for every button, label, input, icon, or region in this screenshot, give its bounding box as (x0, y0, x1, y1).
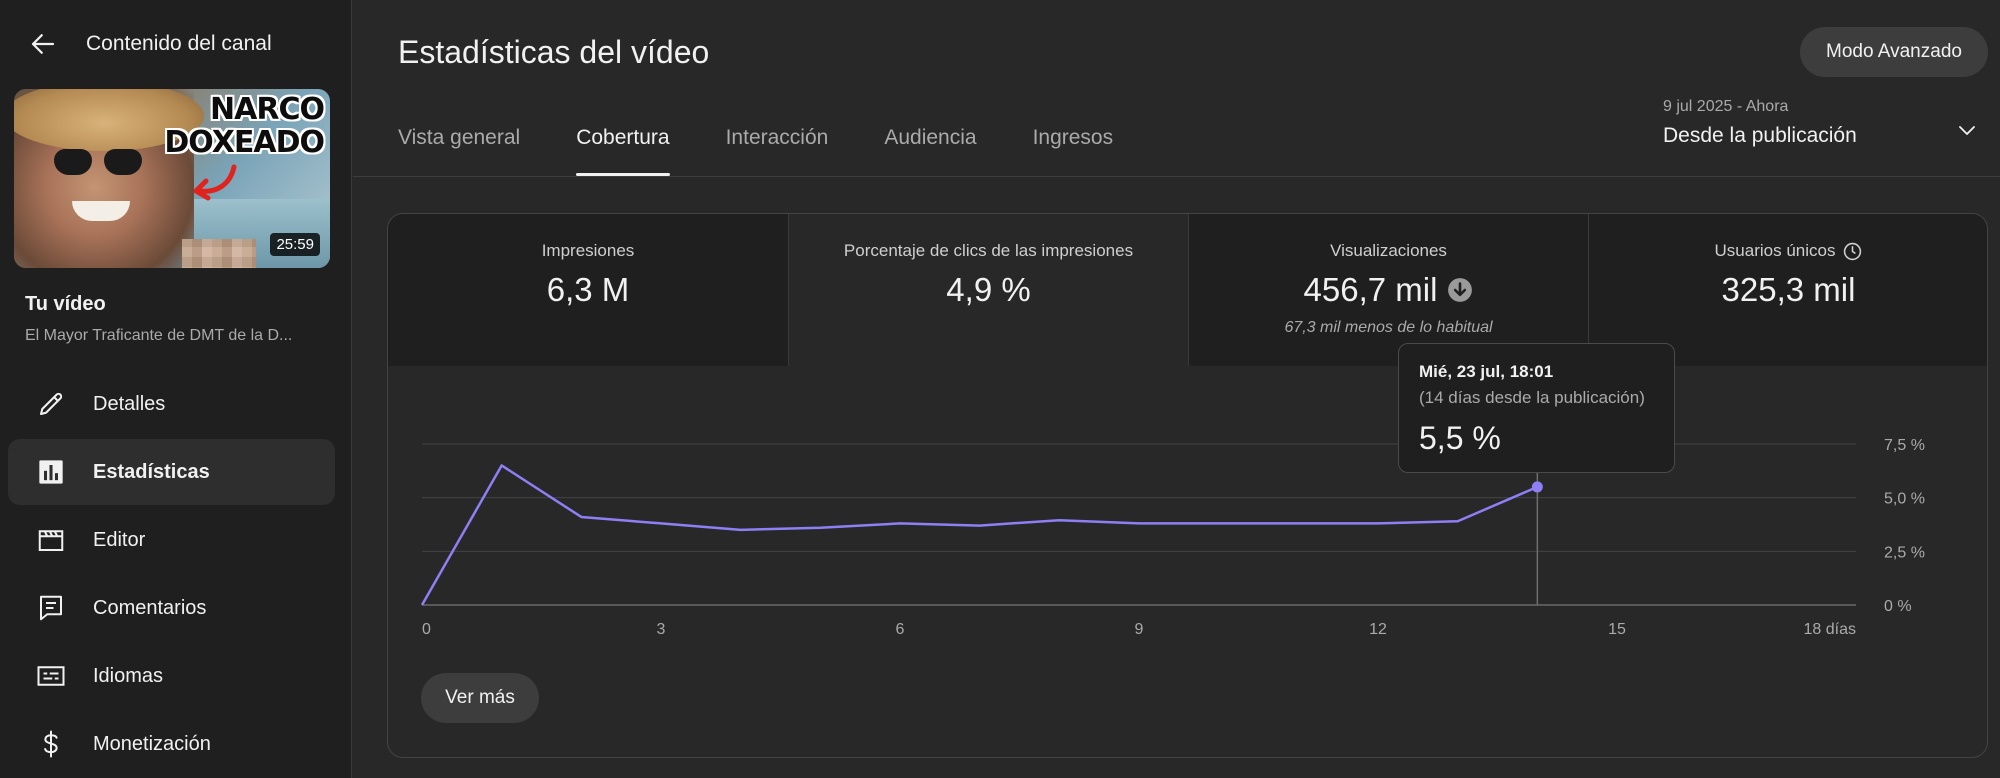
sidebar-item-monetization[interactable]: Monetización (8, 711, 335, 777)
channel-content-title: Contenido del canal (86, 32, 272, 55)
thumbnail-text-line2: DOXEADO (164, 125, 325, 160)
series-line-ctr (420, 464, 1538, 606)
metric-value: 4,9 % (946, 271, 1031, 308)
analytics-card: Impresiones 6,3 M Porcentaje de clics de… (387, 213, 1988, 758)
sidebar-header: Contenido del canal (0, 16, 352, 72)
metric-label: Visualizaciones (1330, 241, 1447, 260)
your-video-label: Tu vídeo (25, 293, 106, 315)
dollar-icon (43, 730, 58, 758)
tooltip-value: 5,5 % (1419, 420, 1501, 456)
y-tick-label: 7,5 % (1884, 437, 1925, 454)
metric-value: 6,3 M (546, 271, 630, 308)
sidebar-item-comments[interactable]: Comentarios (8, 575, 335, 641)
analytics-icon (38, 460, 63, 484)
metric-value: 325,3 mil (1721, 271, 1856, 308)
sidebar: Contenido del canal NARCO DOXEADO 25:59 … (0, 0, 352, 778)
clapperboard-icon (38, 530, 63, 551)
tooltip-date: Mié, 23 jul, 18:01 (1419, 362, 1554, 381)
metric-views[interactable]: Visualizaciones 456,7 mil 67,3 mil menos… (1188, 214, 1588, 366)
advanced-mode-button[interactable]: Modo Avanzado (1800, 27, 1988, 77)
metric-label: Usuarios únicos (1714, 241, 1836, 260)
metric-tabs: Impresiones 6,3 M Porcentaje de clics de… (388, 214, 1987, 366)
metric-impressions[interactable]: Impresiones 6,3 M (388, 214, 788, 366)
metric-label: Porcentaje de clics de las impresiones (843, 241, 1134, 260)
thumbnail-sunglasses (54, 149, 144, 175)
x-tick-label: 0 (422, 621, 431, 638)
sidebar-item-label: Editor (93, 528, 146, 551)
highlight-point (1531, 481, 1543, 493)
date-range-selector[interactable]: 9 jul 2025 - Ahora Desde la publicación (1663, 98, 1983, 158)
video-title[interactable]: El Mayor Traficante de DMT de la D... (25, 327, 293, 344)
y-tick-label: 5,0 % (1884, 491, 1925, 508)
arrow-left-icon (31, 34, 55, 54)
tab-engagement[interactable]: Interacción (725, 126, 829, 149)
comment-icon (39, 595, 62, 621)
tab-overview[interactable]: Vista general (398, 126, 521, 149)
thumbnail-text-line1: NARCO (210, 92, 325, 127)
tabs-divider (353, 176, 2000, 177)
tooltip-subtitle: (14 días desde la publicación) (1419, 388, 1645, 407)
sidebar-item-languages[interactable]: Idiomas (8, 643, 335, 709)
metric-ctr[interactable]: Porcentaje de clics de las impresiones 4… (788, 214, 1188, 366)
tab-bar: Vista general Cobertura Interacción Audi… (398, 126, 1169, 176)
sidebar-item-label: Comentarios (93, 596, 207, 619)
tab-reach[interactable]: Cobertura (576, 126, 670, 176)
red-arrow-icon (193, 164, 237, 201)
chevron-down-icon (1959, 126, 1975, 135)
x-tick-label: 6 (896, 621, 905, 638)
x-tick-label: 3 (657, 621, 666, 638)
thumbnail-pixelated-face (182, 239, 256, 268)
x-tick-label: 9 (1135, 621, 1144, 638)
x-tick-label: 12 (1369, 621, 1387, 638)
sidebar-item-label: Estadísticas (93, 460, 210, 483)
metric-unique-viewers[interactable]: Usuarios únicos 325,3 mil (1588, 214, 1987, 366)
sidebar-item-label: Monetización (93, 732, 211, 755)
sidebar-nav: Detalles Estadísticas Editor Comentarios… (8, 371, 335, 778)
metric-note: 67,3 mil menos de lo habitual (1284, 319, 1493, 336)
page-title: Estadísticas del vídeo (398, 34, 710, 70)
sidebar-item-label: Detalles (93, 392, 166, 415)
back-button[interactable] (0, 16, 86, 72)
clock-icon (1844, 242, 1862, 260)
chart-tooltip: Mié, 23 jul, 18:01 (14 días desde la pub… (1398, 343, 1675, 473)
thumbnail-smile (72, 201, 130, 221)
metric-value: 456,7 mil (1303, 271, 1438, 308)
thumbnail-overlay-text: NARCO DOXEADO (164, 92, 325, 160)
tab-audience[interactable]: Audiencia (884, 126, 977, 149)
x-tick-label: 18 días (1804, 621, 1856, 638)
see-more-button[interactable]: Ver más (421, 673, 539, 723)
y-tick-label: 0 % (1884, 598, 1912, 615)
sidebar-item-analytics[interactable]: Estadísticas (8, 439, 335, 505)
sidebar-item-details[interactable]: Detalles (8, 371, 335, 437)
y-tick-label: 2,5 % (1884, 544, 1925, 561)
pencil-icon (39, 392, 62, 415)
date-range-dates: 9 jul 2025 - Ahora (1663, 98, 1789, 115)
video-thumbnail[interactable]: NARCO DOXEADO 25:59 (14, 89, 330, 268)
sidebar-item-editor[interactable]: Editor (8, 507, 335, 573)
tab-revenue[interactable]: Ingresos (1032, 126, 1114, 149)
thumbnail-hat (14, 89, 204, 151)
sidebar-item-label: Idiomas (93, 664, 164, 687)
metric-label: Impresiones (541, 241, 635, 260)
x-tick-label: 15 (1608, 621, 1626, 638)
date-range-label: Desde la publicación (1663, 124, 1857, 147)
arrow-down-circle-icon (1448, 278, 1473, 302)
subtitles-icon (37, 666, 64, 686)
video-duration: 25:59 (270, 233, 320, 256)
